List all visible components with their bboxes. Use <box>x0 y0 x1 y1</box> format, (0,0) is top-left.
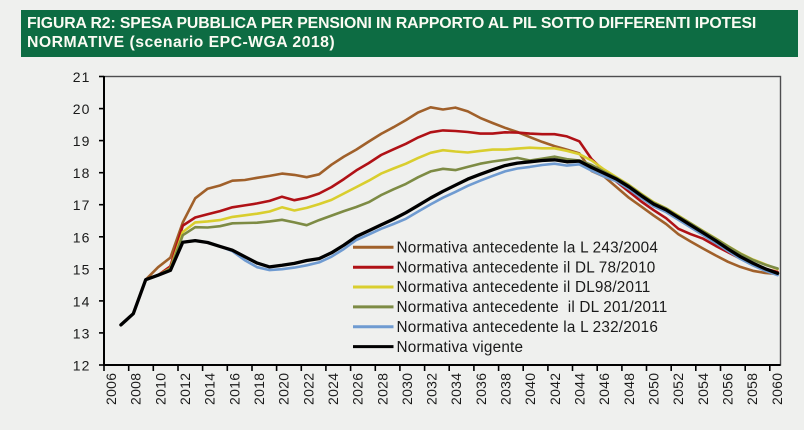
svg-text:2040: 2040 <box>522 373 538 405</box>
svg-text:2030: 2030 <box>399 373 415 405</box>
svg-text:2048: 2048 <box>621 373 637 405</box>
svg-text:Normativa antecedente il DL98/: Normativa antecedente il DL98/2011 <box>397 279 651 296</box>
svg-text:2060: 2060 <box>769 373 785 405</box>
svg-text:Normativa antecedente la L 243: Normativa antecedente la L 243/2004 <box>397 240 659 257</box>
svg-text:16: 16 <box>73 229 91 245</box>
svg-text:2036: 2036 <box>473 373 489 405</box>
svg-text:2008: 2008 <box>128 373 144 405</box>
svg-text:2046: 2046 <box>596 373 612 405</box>
svg-text:2018: 2018 <box>251 373 267 405</box>
svg-text:17: 17 <box>73 197 91 213</box>
svg-text:2054: 2054 <box>695 373 711 405</box>
svg-text:2014: 2014 <box>202 373 218 405</box>
svg-text:Normativa vigente: Normativa vigente <box>397 339 524 356</box>
svg-text:2056: 2056 <box>720 373 736 405</box>
svg-text:15: 15 <box>73 261 91 277</box>
svg-text:2032: 2032 <box>424 373 440 405</box>
svg-text:2038: 2038 <box>498 373 514 405</box>
svg-text:2006: 2006 <box>103 373 119 405</box>
svg-text:2022: 2022 <box>300 373 316 405</box>
svg-text:2050: 2050 <box>646 373 662 405</box>
svg-text:13: 13 <box>73 325 91 341</box>
svg-text:2028: 2028 <box>374 373 390 405</box>
svg-text:14: 14 <box>73 293 91 309</box>
svg-text:18: 18 <box>73 165 91 181</box>
svg-text:Normativa antecedente il DL 78: Normativa antecedente il DL 78/2010 <box>397 259 656 276</box>
svg-text:Normativa antecedente il DL 2: Normativa antecedente il DL 201/2011 <box>397 299 668 316</box>
svg-text:2034: 2034 <box>448 373 464 405</box>
svg-text:21: 21 <box>73 69 91 85</box>
svg-text:2026: 2026 <box>350 373 366 405</box>
svg-text:2024: 2024 <box>325 373 341 405</box>
svg-text:19: 19 <box>73 133 91 149</box>
svg-text:2042: 2042 <box>547 373 563 405</box>
svg-text:2058: 2058 <box>744 373 760 405</box>
svg-text:2020: 2020 <box>276 373 292 405</box>
svg-text:2010: 2010 <box>152 373 168 405</box>
svg-text:20: 20 <box>73 101 91 117</box>
svg-text:12: 12 <box>73 358 91 374</box>
svg-text:2044: 2044 <box>572 373 588 405</box>
svg-text:2052: 2052 <box>670 373 686 405</box>
svg-text:2012: 2012 <box>177 373 193 405</box>
svg-text:2016: 2016 <box>226 373 242 405</box>
svg-text:Normativa antecedente la L 232: Normativa antecedente la L 232/2016 <box>397 319 659 336</box>
